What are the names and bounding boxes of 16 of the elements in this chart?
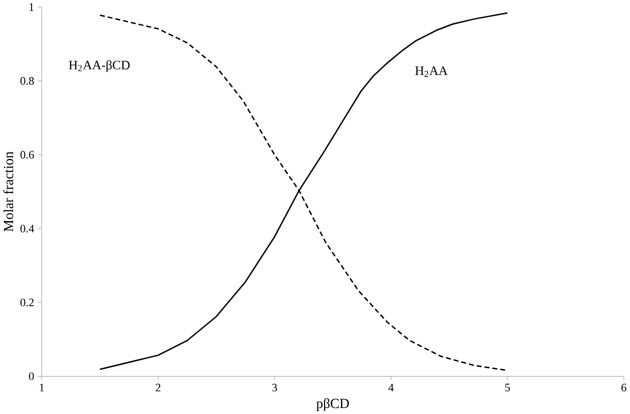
- y-tick-label: 0.6: [20, 150, 34, 158]
- y-axis-title: Molar fraction: [3, 151, 14, 232]
- x-tick-label: 1: [40, 384, 44, 392]
- y-tick-label: 0.8: [20, 76, 34, 85]
- y-tick-label: 0.2: [20, 298, 34, 306]
- x-axis-title: pβCD: [316, 398, 349, 411]
- x-tick-label: 6: [621, 384, 626, 392]
- y-tick-label: 0.4: [20, 224, 34, 232]
- y-tick-label: 0: [29, 372, 34, 380]
- text: H$_{2}$AA-βCD: [68, 60, 130, 72]
- x-tick-label: 4: [388, 384, 394, 392]
- y-tick-label: 1: [30, 3, 34, 11]
- x-tick-label: 3: [272, 384, 277, 392]
- x-tick-label: 5: [505, 384, 510, 392]
- series-label: H$_{2}$AA: [415, 66, 448, 77]
- x-tick-label: 2: [156, 384, 160, 392]
